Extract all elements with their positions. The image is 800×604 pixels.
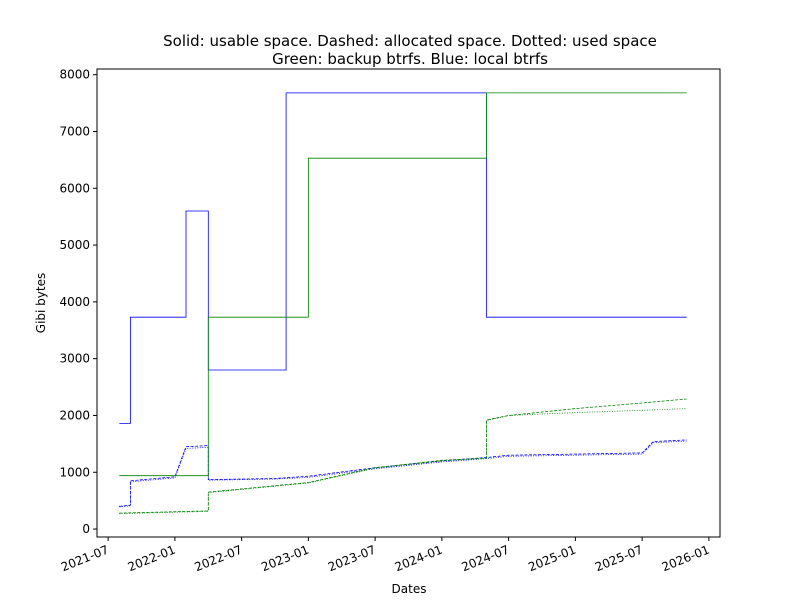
y-tick-label: 6000 <box>59 181 90 195</box>
y-axis-label: Gibi bytes <box>34 273 48 333</box>
series-line <box>119 439 687 507</box>
x-tick-label: 2025-07 <box>593 543 645 575</box>
series-line <box>119 92 687 424</box>
y-tick-label: 1000 <box>59 465 90 479</box>
x-tick-label: 2021-07 <box>59 543 111 575</box>
y-tick-label: 3000 <box>59 352 90 366</box>
y-tick-label: 2000 <box>59 408 90 422</box>
y-tick-label: 0 <box>82 522 90 536</box>
y-tick-label: 8000 <box>59 68 90 82</box>
series-line <box>119 440 687 508</box>
series-line <box>119 92 687 477</box>
x-tick-label: 2024-07 <box>460 543 512 575</box>
series-line <box>119 408 687 515</box>
series-line <box>119 398 687 514</box>
x-tick-label: 2022-01 <box>126 543 178 575</box>
x-tick-label: 2023-07 <box>326 543 378 575</box>
y-tick-label: 4000 <box>59 295 90 309</box>
x-tick-label: 2025-01 <box>526 543 578 575</box>
x-tick-label: 2023-01 <box>259 543 311 575</box>
x-tick-label: 2026-01 <box>660 543 712 575</box>
y-tick-label: 5000 <box>59 238 90 252</box>
y-tick-label: 7000 <box>59 124 90 138</box>
x-axis-label: Dates <box>392 582 427 596</box>
plot-frame <box>96 68 721 538</box>
x-tick-label: 2024-01 <box>393 543 445 575</box>
chart-title: Solid: usable space. Dashed: allocated s… <box>163 32 657 50</box>
chart-subtitle: Green: backup btrfs. Blue: local btrfs <box>272 50 548 68</box>
x-tick-label: 2022-07 <box>193 543 245 575</box>
